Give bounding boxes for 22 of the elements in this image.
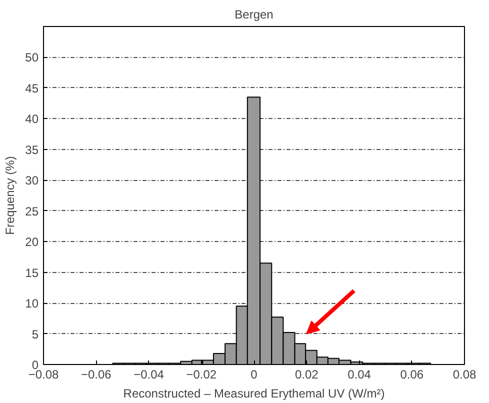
y-axis-title: Frequency (%) bbox=[3, 156, 18, 235]
x-tick-label: 0.08 bbox=[452, 368, 477, 382]
x-tick-label: −0.04 bbox=[134, 368, 164, 382]
chart-title: Bergen bbox=[234, 8, 274, 22]
y-tick-label: 20 bbox=[25, 235, 39, 250]
x-axis-title: Reconstructed – Measured Erythemal UV (W/m²) bbox=[123, 386, 385, 400]
y-tick-label: 50 bbox=[25, 50, 39, 65]
y-tick-label: 25 bbox=[25, 204, 39, 218]
y-tick-label: 45 bbox=[25, 81, 39, 96]
y-tick-label: 15 bbox=[25, 266, 39, 280]
y-tick-label: 30 bbox=[25, 174, 39, 188]
x-tick-label: 0.06 bbox=[400, 368, 424, 382]
y-tick-label: 40 bbox=[25, 112, 39, 126]
x-tick-label: 0 bbox=[250, 368, 258, 382]
y-tick-label: 10 bbox=[25, 296, 39, 311]
y-tick-label: 5 bbox=[32, 327, 39, 342]
x-tick-label: 0.04 bbox=[348, 368, 372, 382]
x-tick-label: −0.08 bbox=[28, 368, 60, 382]
x-tick-label: −0.02 bbox=[186, 368, 217, 382]
x-tick-label: −0.06 bbox=[80, 368, 112, 382]
y-tick-label: 35 bbox=[25, 142, 39, 157]
x-tick-label: 0.02 bbox=[294, 368, 319, 382]
